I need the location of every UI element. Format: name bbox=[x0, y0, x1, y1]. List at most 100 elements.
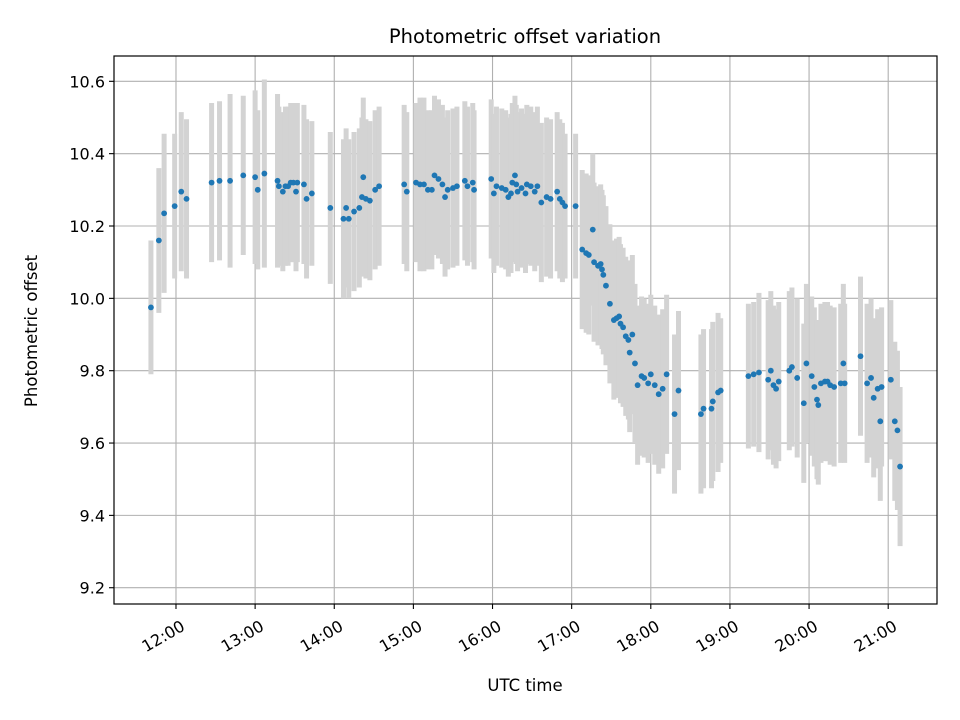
data-point bbox=[554, 188, 561, 195]
data-point bbox=[708, 405, 715, 412]
data-point bbox=[469, 179, 476, 186]
y-tick-label: 10.0 bbox=[69, 289, 105, 308]
data-point bbox=[513, 181, 520, 188]
data-point bbox=[254, 186, 261, 193]
data-point bbox=[878, 384, 885, 390]
data-point bbox=[493, 183, 500, 190]
data-point bbox=[811, 384, 818, 390]
data-point bbox=[279, 188, 286, 195]
y-tick-label: 9.6 bbox=[80, 434, 105, 453]
data-point bbox=[591, 259, 597, 266]
data-point bbox=[454, 183, 460, 190]
data-point bbox=[756, 369, 762, 376]
data-point bbox=[651, 382, 658, 389]
data-point bbox=[597, 261, 604, 267]
data-point bbox=[148, 304, 154, 311]
data-point bbox=[870, 394, 877, 401]
data-point bbox=[360, 174, 367, 181]
data-point bbox=[841, 380, 848, 387]
data-point bbox=[303, 195, 310, 202]
x-axis-label: UTC time bbox=[487, 676, 562, 695]
data-point bbox=[461, 177, 468, 184]
data-point bbox=[340, 215, 347, 222]
data-point bbox=[789, 364, 795, 370]
data-point bbox=[868, 375, 874, 381]
data-point bbox=[431, 172, 438, 179]
data-point bbox=[887, 376, 894, 383]
data-point bbox=[227, 177, 233, 184]
data-point bbox=[698, 411, 704, 417]
data-point bbox=[183, 195, 190, 202]
data-point bbox=[208, 179, 215, 186]
data-point bbox=[428, 186, 435, 193]
y-tick-label: 10.6 bbox=[69, 72, 105, 91]
data-point bbox=[632, 360, 638, 367]
data-point bbox=[815, 402, 822, 408]
data-point bbox=[372, 186, 379, 193]
data-point bbox=[308, 190, 315, 197]
data-point bbox=[709, 398, 716, 405]
data-point bbox=[894, 427, 901, 434]
data-point bbox=[178, 188, 185, 195]
data-point bbox=[403, 188, 410, 195]
data-point bbox=[700, 405, 707, 412]
data-point bbox=[775, 378, 782, 385]
data-point bbox=[745, 373, 752, 380]
data-point bbox=[343, 205, 350, 211]
data-point bbox=[161, 210, 168, 217]
data-point bbox=[376, 183, 383, 190]
data-point bbox=[603, 282, 609, 289]
data-point bbox=[547, 195, 554, 202]
data-point bbox=[171, 203, 178, 210]
data-point bbox=[864, 380, 870, 387]
data-point bbox=[442, 194, 448, 200]
data-point bbox=[155, 237, 162, 244]
data-point bbox=[216, 177, 223, 184]
y-axis: 9.2 9.4 9.6 9.8 10.0 10.2 10.4 10.6 bbox=[69, 72, 114, 598]
data-point bbox=[488, 176, 495, 182]
data-point bbox=[641, 375, 648, 381]
y-tick-label: 10.2 bbox=[69, 217, 105, 236]
data-point bbox=[261, 170, 268, 177]
data-point bbox=[531, 188, 538, 195]
data-point bbox=[767, 367, 774, 374]
data-point bbox=[831, 384, 838, 390]
y-axis-label: Photometric offset bbox=[22, 254, 41, 407]
data-point bbox=[655, 391, 662, 398]
data-point bbox=[274, 177, 281, 184]
data-point bbox=[464, 183, 471, 190]
data-point bbox=[240, 172, 247, 179]
data-point bbox=[538, 199, 545, 206]
data-point bbox=[634, 382, 641, 389]
data-point bbox=[794, 375, 801, 381]
y-tick-label: 9.2 bbox=[80, 579, 105, 598]
data-point bbox=[808, 373, 815, 380]
data-point bbox=[717, 387, 724, 394]
data-point bbox=[522, 190, 529, 197]
data-point bbox=[275, 183, 282, 190]
data-point bbox=[366, 197, 373, 204]
data-point bbox=[671, 411, 678, 417]
data-point bbox=[508, 190, 514, 197]
data-point bbox=[293, 188, 299, 195]
data-point bbox=[647, 371, 654, 378]
plot-frame bbox=[113, 55, 938, 605]
data-point bbox=[803, 360, 810, 367]
data-point bbox=[607, 300, 613, 307]
data-point bbox=[750, 371, 757, 378]
chart-title: Photometric offset variation bbox=[389, 25, 661, 48]
data-point bbox=[645, 380, 652, 387]
data-point bbox=[625, 337, 632, 343]
data-point bbox=[294, 179, 301, 186]
data-point bbox=[518, 185, 525, 191]
data-point bbox=[534, 183, 541, 190]
data-point bbox=[629, 331, 636, 338]
data-point bbox=[351, 208, 357, 215]
data-point bbox=[435, 176, 442, 182]
data-point bbox=[502, 186, 509, 193]
data-point bbox=[659, 385, 666, 392]
data-point bbox=[675, 387, 682, 394]
data-point bbox=[512, 172, 518, 179]
data-point bbox=[421, 181, 427, 188]
